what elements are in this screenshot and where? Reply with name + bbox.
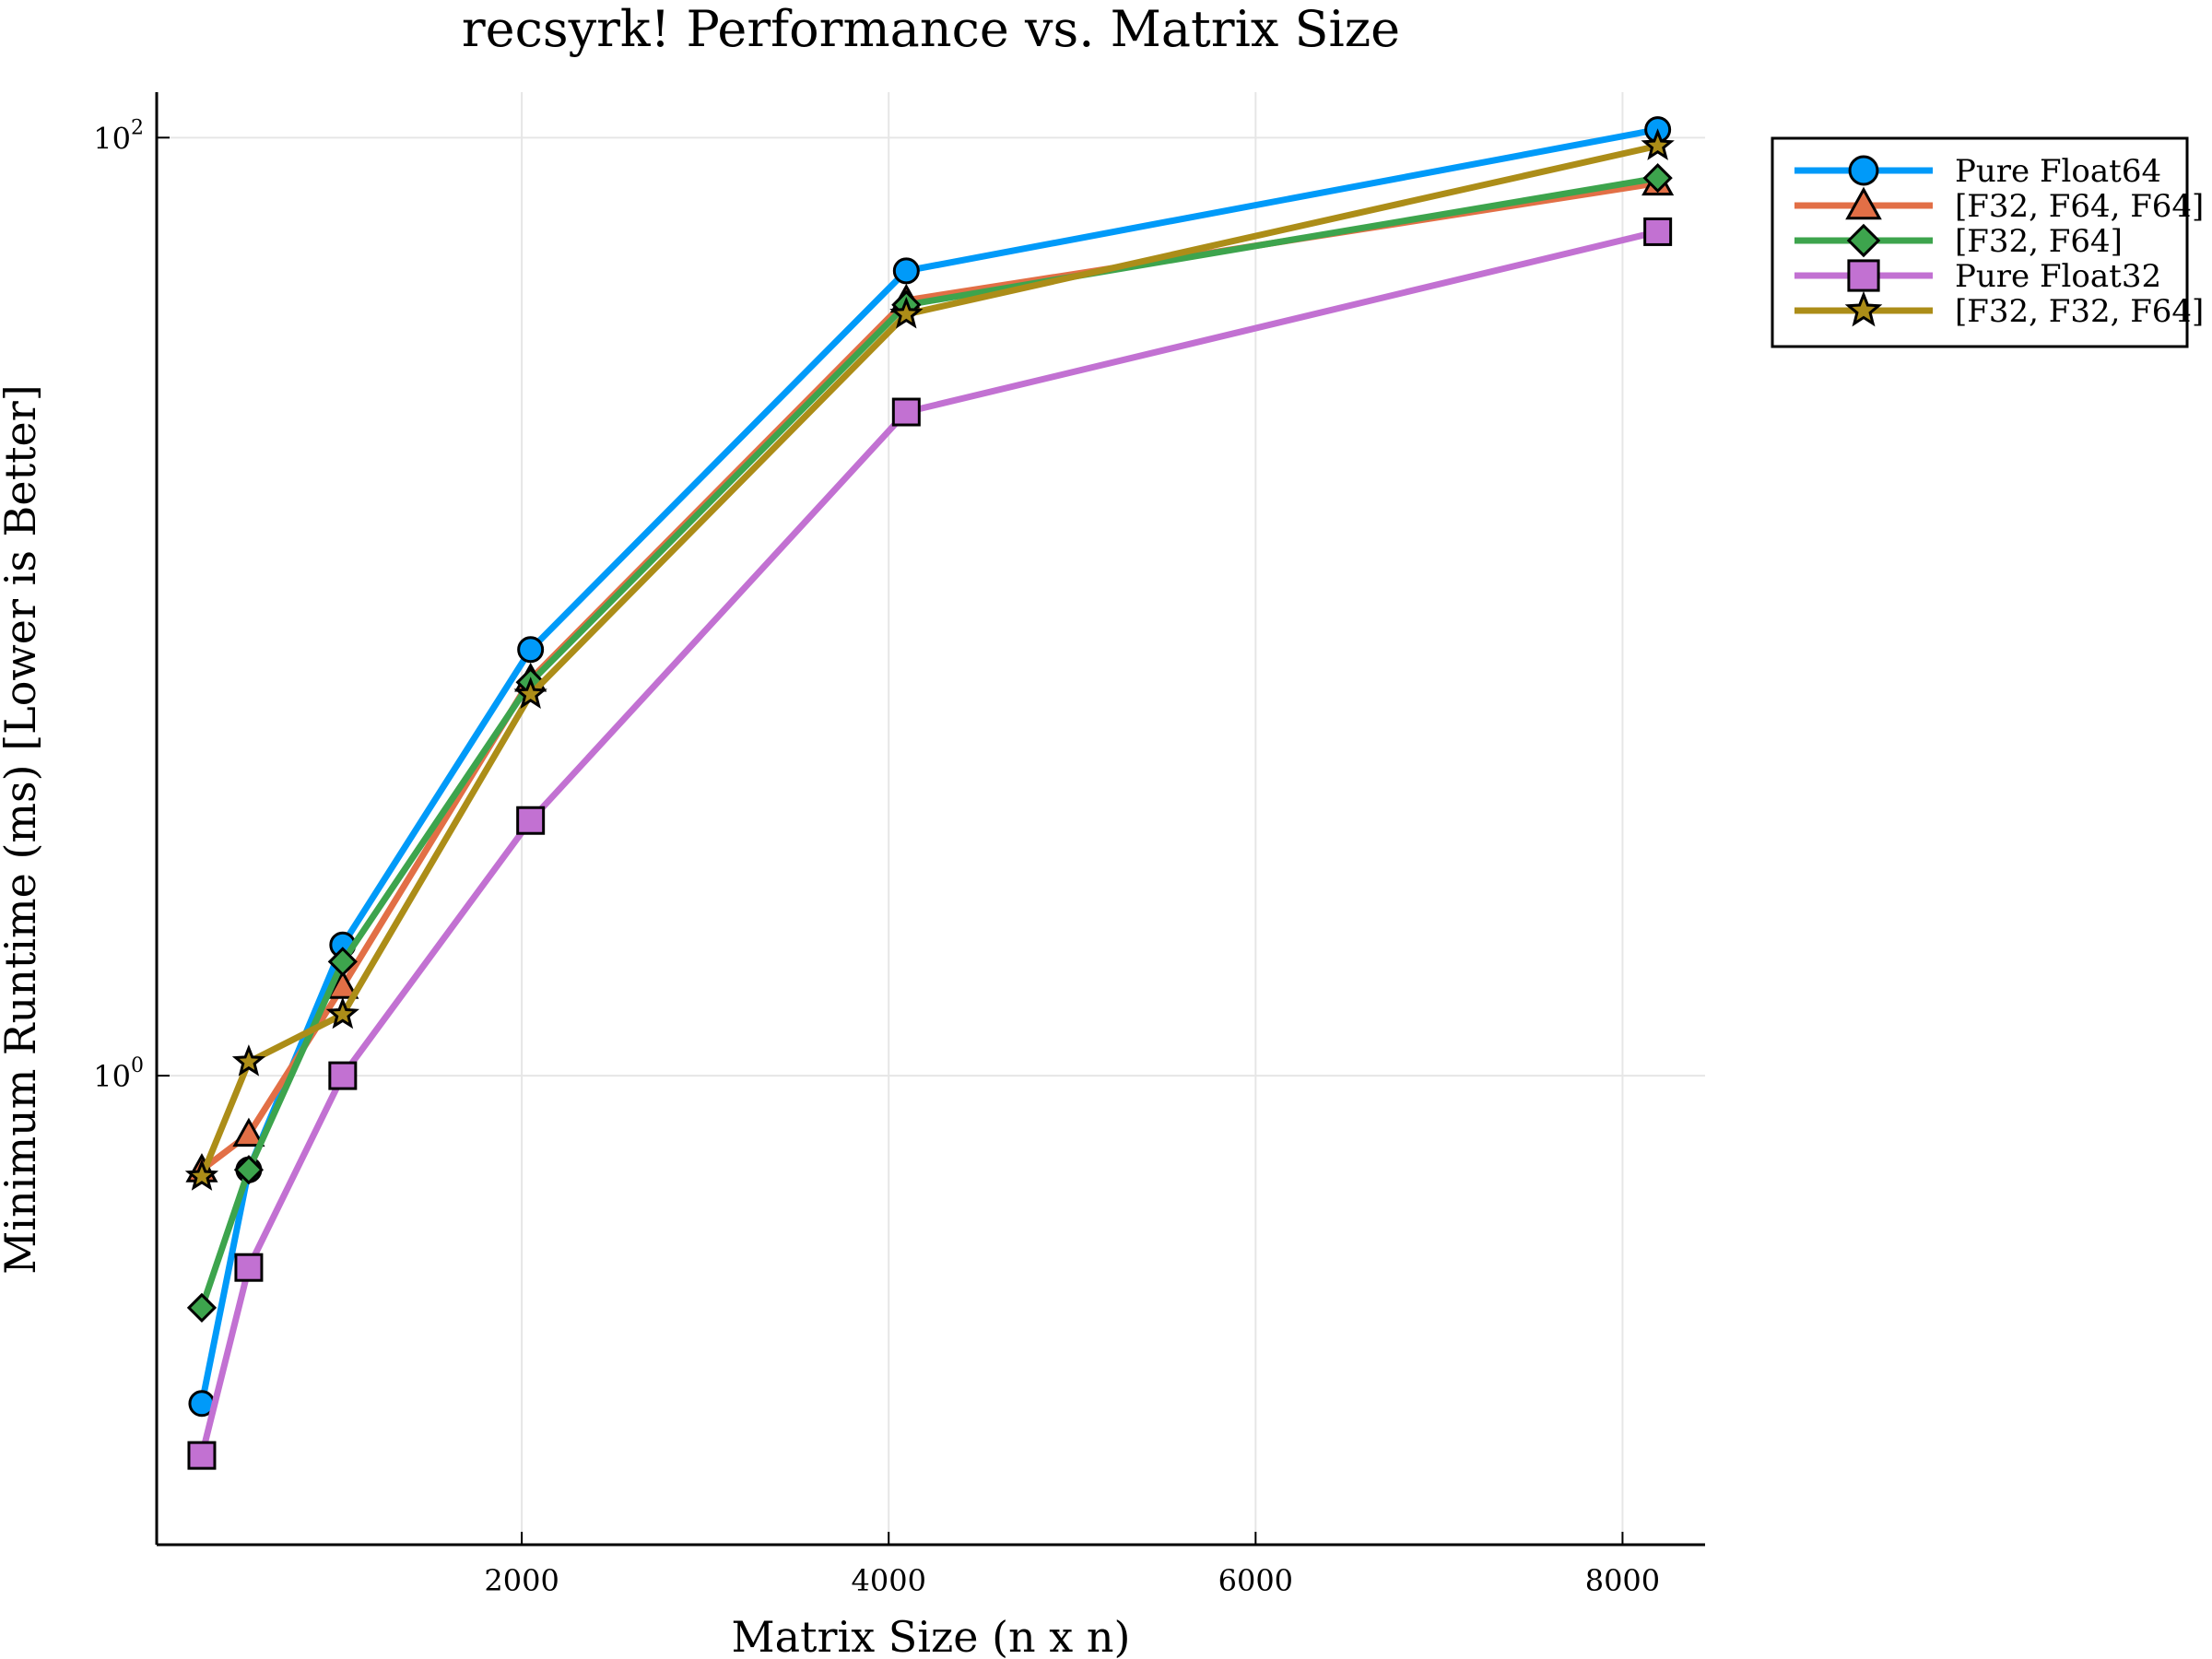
x-tick-label: 4000: [851, 1563, 925, 1598]
legend: Pure Float64[F32, F64, F64][F32, F64]Pur…: [1771, 136, 2204, 348]
star-marker: [1844, 290, 1883, 327]
circle-marker: [1848, 155, 1879, 186]
star-marker: [325, 996, 359, 1030]
legend-label: [F32, F32, F64]: [1955, 293, 2204, 330]
diamond-marker: [186, 1292, 218, 1324]
series-1: [185, 166, 1675, 1182]
star-marker: [231, 1044, 266, 1077]
series-area: [184, 116, 1675, 1470]
series-line: [198, 174, 1659, 1310]
x-tick-label: 8000: [1585, 1563, 1660, 1598]
x-tick-label: 2000: [484, 1563, 559, 1598]
x-axis-label: Matrix Size (n x n): [732, 1612, 1131, 1659]
legend-label: [F32, F64, F64]: [1955, 188, 2204, 225]
x-tick-label: 6000: [1218, 1563, 1293, 1598]
legend-item: [F32, F32, F64]: [1794, 290, 2204, 330]
legend-label: Pure Float64: [1955, 153, 2161, 190]
legend-label: [F32, F64]: [1955, 223, 2123, 260]
star-marker: [1641, 128, 1675, 160]
diamond-marker: [233, 1155, 265, 1185]
circle-marker: [892, 257, 920, 285]
square-marker: [516, 806, 546, 835]
series-line: [198, 228, 1659, 1456]
legend-item: Pure Float32: [1794, 258, 2161, 295]
series-line: [198, 142, 1659, 1178]
legend-label: Pure Float32: [1955, 258, 2161, 295]
square-marker: [891, 397, 921, 427]
legend-item: [F32, F64]: [1794, 223, 2123, 260]
y-tick-label: 100: [93, 1054, 144, 1094]
square-marker: [1643, 217, 1673, 246]
y-tick-label: 102: [93, 116, 144, 156]
series-line: [199, 180, 1659, 1172]
series-3: [187, 217, 1673, 1470]
series-2: [186, 163, 1673, 1324]
square-marker: [187, 1441, 217, 1470]
square-marker: [234, 1253, 264, 1282]
star-marker: [184, 1159, 219, 1191]
star-marker: [513, 677, 547, 709]
legend-item: [F32, F64, F64]: [1794, 186, 2204, 225]
circle-marker: [517, 636, 545, 664]
y-axis-label: Minimum Runtime (ms) [Lower is Better]: [0, 384, 45, 1274]
tick-labels: 2000 4000 6000 8000 100 102: [93, 116, 1660, 1598]
diamond-marker: [1642, 163, 1673, 194]
square-marker: [1847, 259, 1880, 292]
legend-item: Pure Float64: [1794, 153, 2161, 190]
diamond-marker: [1846, 223, 1881, 258]
star-marker: [889, 296, 924, 329]
series-line: [198, 126, 1659, 1405]
square-marker: [328, 1061, 358, 1090]
chart-title: recsyrk! Performance vs. Matrix Size: [462, 0, 1400, 58]
diamond-marker: [327, 947, 358, 977]
triangle-marker: [1845, 186, 1882, 220]
axes: [155, 92, 1705, 1547]
series-0: [188, 116, 1672, 1418]
series-4: [184, 128, 1675, 1191]
triangle-marker: [232, 1117, 265, 1147]
